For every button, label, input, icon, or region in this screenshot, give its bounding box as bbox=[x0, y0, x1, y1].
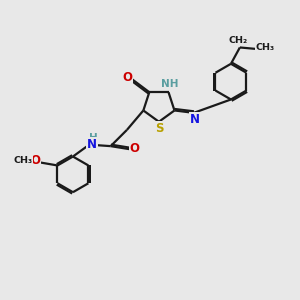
Text: O: O bbox=[122, 71, 132, 84]
Text: N: N bbox=[87, 138, 97, 151]
Text: CH₂: CH₂ bbox=[229, 36, 248, 45]
Text: H: H bbox=[89, 133, 98, 143]
Text: S: S bbox=[155, 122, 163, 135]
Text: N: N bbox=[190, 113, 200, 126]
Text: CH₃: CH₃ bbox=[14, 157, 33, 166]
Text: O: O bbox=[30, 154, 40, 167]
Text: O: O bbox=[130, 142, 140, 155]
Text: CH₃: CH₃ bbox=[256, 43, 275, 52]
Text: NH: NH bbox=[161, 79, 179, 89]
